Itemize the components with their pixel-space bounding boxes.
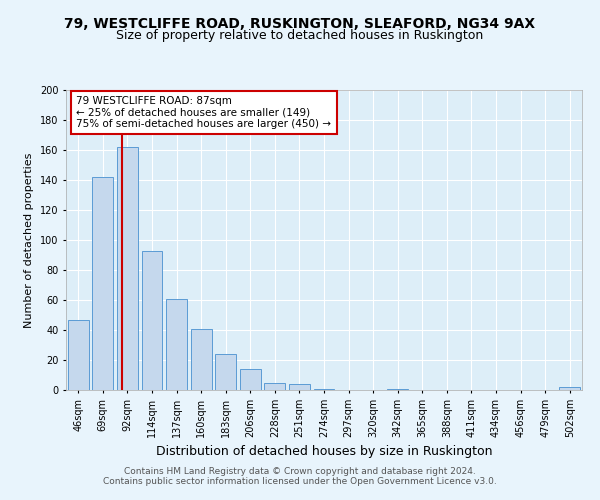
Bar (117, 147, 138, 390)
Bar (559, 387, 580, 390)
Bar (166, 298, 187, 390)
Bar (265, 382, 286, 390)
Bar (215, 354, 236, 390)
X-axis label: Distribution of detached houses by size in Ruskington: Distribution of detached houses by size … (156, 446, 492, 458)
Bar (142, 250, 163, 390)
Text: 79, WESTCLIFFE ROAD, RUSKINGTON, SLEAFORD, NG34 9AX: 79, WESTCLIFFE ROAD, RUSKINGTON, SLEAFOR… (64, 18, 536, 32)
Text: 79 WESTCLIFFE ROAD: 87sqm
← 25% of detached houses are smaller (149)
75% of semi: 79 WESTCLIFFE ROAD: 87sqm ← 25% of detac… (76, 96, 331, 129)
Bar (387, 388, 408, 390)
Bar (68, 320, 89, 390)
Bar (314, 388, 334, 390)
Bar (240, 369, 261, 390)
Bar (92, 177, 113, 390)
Bar (289, 384, 310, 390)
Text: Contains public sector information licensed under the Open Government Licence v3: Contains public sector information licen… (103, 477, 497, 486)
Bar (191, 328, 212, 390)
Text: Size of property relative to detached houses in Ruskington: Size of property relative to detached ho… (116, 29, 484, 42)
Text: Contains HM Land Registry data © Crown copyright and database right 2024.: Contains HM Land Registry data © Crown c… (124, 467, 476, 476)
Y-axis label: Number of detached properties: Number of detached properties (25, 152, 34, 328)
